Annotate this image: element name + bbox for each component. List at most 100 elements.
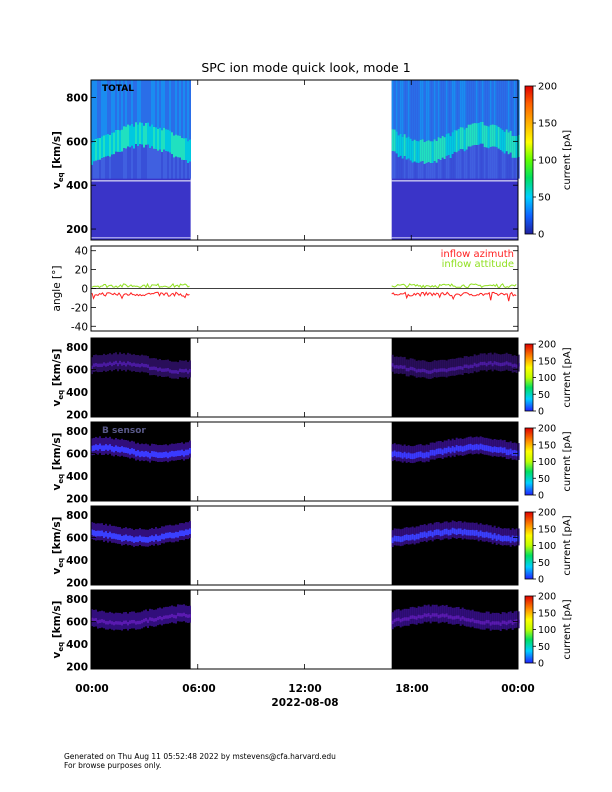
heatmap-cell <box>413 534 416 541</box>
heatmap-cell <box>153 366 155 370</box>
heatmap-cell <box>409 534 412 541</box>
heatmap-cell <box>467 529 470 536</box>
heatmap-cell <box>487 80 490 127</box>
heatmap-cell <box>179 368 181 373</box>
heatmap-cell <box>417 360 420 378</box>
heatmap-cell <box>497 621 500 625</box>
heatmap-cell <box>459 445 462 452</box>
heatmap-cell <box>511 80 514 136</box>
heatmap-cell <box>437 360 440 378</box>
heatmap-cell <box>145 80 147 123</box>
heatmap-cell <box>147 537 149 543</box>
heatmap-cell <box>503 131 506 154</box>
y-tick-label: 400 <box>66 555 88 567</box>
heatmap-cell <box>181 449 183 456</box>
heatmap-cell <box>179 613 181 617</box>
heatmap-cell <box>163 360 165 377</box>
heatmap-cell <box>507 362 510 366</box>
heatmap-cell <box>107 621 109 625</box>
heatmap-cell <box>145 122 147 145</box>
heatmap-cell <box>431 613 434 617</box>
heatmap-cell <box>433 450 436 456</box>
colorbar-tick-label: 100 <box>538 541 556 552</box>
heatmap-cell <box>189 614 191 618</box>
heatmap-cell <box>513 80 516 136</box>
heatmap-cell <box>477 620 480 624</box>
heatmap-cell <box>397 135 400 158</box>
heatmap-cell <box>105 444 107 450</box>
heatmap-cell <box>517 535 520 542</box>
heatmap-cell <box>177 532 179 538</box>
heatmap-cell <box>463 129 466 152</box>
heatmap-cell <box>425 369 428 374</box>
y-tick-label: -20 <box>71 302 88 314</box>
heatmap-cell <box>441 157 444 179</box>
heatmap-cell <box>163 368 165 372</box>
panel-label: B sensor <box>102 426 146 436</box>
heatmap-cell <box>121 622 123 626</box>
heatmap-cell <box>189 161 191 179</box>
heatmap-cell <box>439 368 442 372</box>
heatmap-cell <box>161 368 163 372</box>
y-tick-label: 600 <box>66 365 88 377</box>
y-tick-label: 400 <box>66 471 88 483</box>
heatmap-cell <box>97 138 99 160</box>
heatmap-cell <box>511 450 514 456</box>
heatmap-cell <box>499 128 502 151</box>
heatmap-cell <box>417 163 420 179</box>
heatmap-cell <box>503 362 506 366</box>
heatmap-cell <box>437 80 440 138</box>
heatmap-cell <box>109 80 111 135</box>
heatmap-cell <box>139 535 141 542</box>
heatmap-cell <box>475 123 478 146</box>
heatmap-cell <box>101 445 103 452</box>
heatmap-cell <box>421 139 424 162</box>
heatmap-cell <box>421 452 424 459</box>
heatmap-cell <box>457 366 460 370</box>
heatmap-cell <box>477 80 480 123</box>
heatmap-cell <box>511 364 514 368</box>
heatmap-cell <box>403 80 406 135</box>
heatmap-cell <box>415 533 418 540</box>
heatmap-cell <box>113 621 115 626</box>
heatmap-cell <box>419 369 422 373</box>
heatmap-cell <box>101 363 103 367</box>
heatmap-cell <box>437 448 440 455</box>
y-tick-label: 200 <box>66 410 88 422</box>
heatmap-cell <box>463 445 466 452</box>
heatmap-cell <box>151 366 153 371</box>
heatmap-cell <box>493 124 496 147</box>
heatmap-cell <box>181 530 183 537</box>
heatmap-cell <box>399 133 402 156</box>
heatmap-cell <box>143 536 145 543</box>
heatmap-cell <box>179 450 181 456</box>
heatmap-cell <box>91 529 93 536</box>
heatmap-cell <box>447 80 450 134</box>
heatmap-cell <box>461 446 464 452</box>
heatmap-cell <box>109 156 111 179</box>
heatmap-cell <box>447 155 450 179</box>
heatmap-cell <box>465 529 468 536</box>
heatmap-cell <box>169 451 171 458</box>
heatmap-cell <box>393 151 396 179</box>
heatmap-cell <box>129 125 131 148</box>
y-tick-label: 600 <box>66 617 88 629</box>
heatmap-cell <box>407 617 410 621</box>
heatmap-cell <box>405 453 408 459</box>
heatmap-cell <box>185 80 187 139</box>
heatmap-cell <box>127 361 129 365</box>
heatmap-sensor-1 <box>91 338 520 417</box>
heatmap-cell <box>133 148 135 179</box>
heatmap-cell <box>157 150 159 179</box>
heatmap-cell <box>463 364 466 368</box>
heatmap-cell <box>171 80 173 133</box>
colorbar-label-group: current [pA] <box>562 347 573 407</box>
heatmap-cell <box>185 449 187 456</box>
heatmap-cell <box>499 446 502 453</box>
heatmap-cell <box>399 536 402 543</box>
heatmap-cell <box>411 162 414 179</box>
heatmap-cell <box>111 132 113 155</box>
heatmap-cell <box>113 132 115 155</box>
heatmap-cell <box>499 535 502 541</box>
heatmap-cell <box>413 139 416 162</box>
